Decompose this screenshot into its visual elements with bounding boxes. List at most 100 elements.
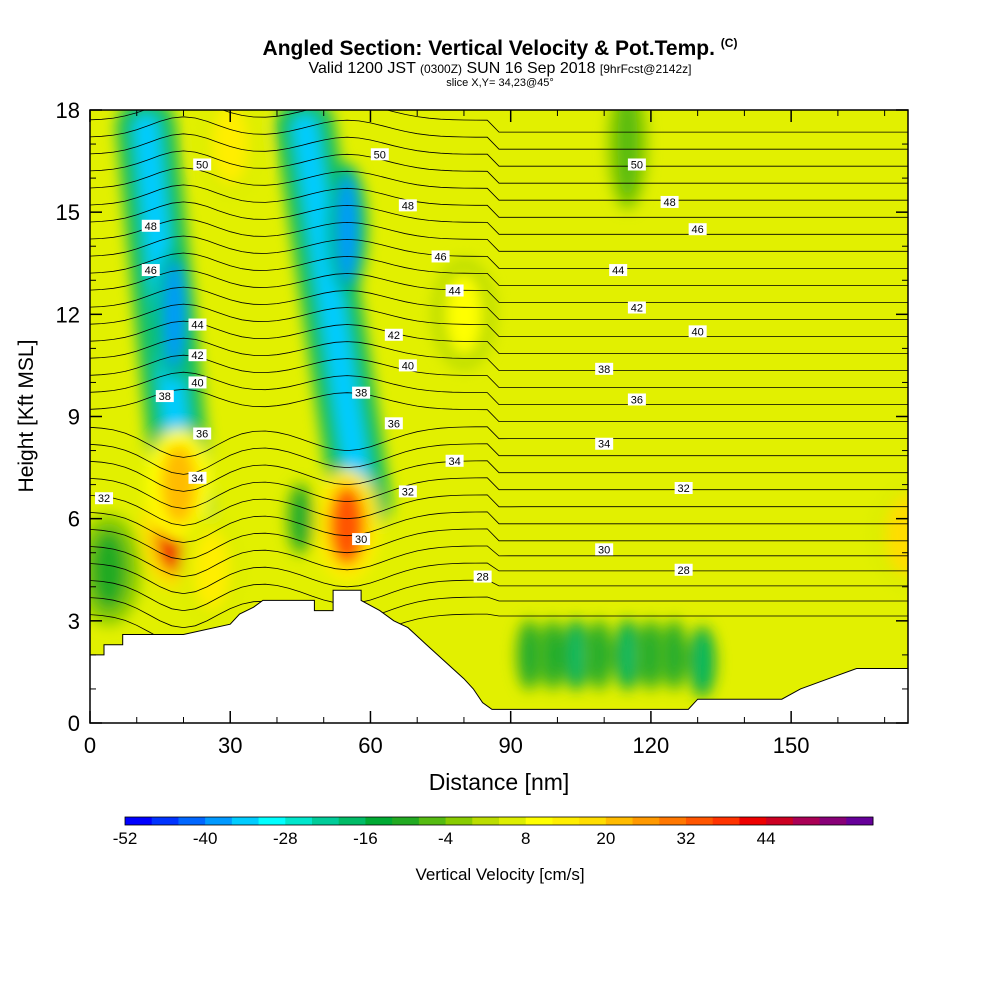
x-tick-label: 30: [218, 733, 242, 758]
updraft-core: [193, 529, 230, 610]
theta-label-text: 42: [191, 350, 203, 362]
isentrope-line: [90, 252, 908, 286]
theta-label-bg: [188, 471, 207, 484]
downdraft-core: [337, 174, 358, 285]
isentrope-line: [90, 511, 908, 543]
theta-label: 44: [188, 318, 207, 332]
theta-label-bg: [627, 301, 646, 314]
y-tick-label: 18: [56, 98, 80, 123]
theta-label-text: 48: [402, 200, 414, 212]
theta-label-bg: [473, 570, 492, 583]
colorbar-swatch: [151, 817, 179, 825]
theta-label-bg: [370, 148, 389, 161]
theta-label: 44: [445, 284, 464, 297]
theta-label-text: 50: [374, 149, 386, 161]
colorbar-tick-label: -16: [353, 829, 378, 848]
chart-title: Angled Section: Vertical Velocity & Pot.…: [0, 36, 1000, 61]
theta-label-text: 40: [191, 377, 203, 389]
theta-label-text: 30: [598, 544, 610, 556]
colorbar-swatch: [392, 817, 420, 825]
colorbar-swatch: [659, 817, 687, 825]
x-tick-label: 120: [633, 733, 670, 758]
isentrope-line: [90, 218, 908, 252]
downdraft-core: [620, 624, 635, 685]
theta-label: 42: [384, 328, 403, 342]
theta-label: 36: [193, 427, 212, 441]
colorbar-swatch: [258, 817, 286, 825]
theta-label: 36: [627, 393, 646, 406]
theta-label-text: 42: [631, 303, 643, 315]
theta-label-bg: [445, 454, 464, 467]
colorbar-swatch: [792, 817, 821, 825]
theta-label-bg: [141, 264, 160, 277]
theta-label-text: 44: [448, 285, 460, 297]
colorbar-tick-label: 44: [757, 829, 776, 848]
isentrope-line: [90, 545, 908, 578]
theta-label-bg: [674, 482, 693, 495]
theta-label-bg: [188, 318, 207, 331]
colorbar-tick-label: -4: [438, 829, 453, 848]
theta-label-text: 34: [191, 473, 203, 485]
theta-label-bg: [609, 264, 628, 277]
colorbar-swatch: [338, 817, 366, 825]
theta-label: 28: [473, 570, 492, 584]
theta-label-text: 44: [191, 320, 203, 332]
colorbar-swatch: [285, 817, 313, 825]
y-axis-label: Height [Kft MSL]: [15, 340, 38, 493]
theta-label-text: 36: [388, 418, 400, 430]
theta-label: 34: [445, 454, 464, 468]
colorbar-swatch: [739, 817, 767, 825]
colorbar-swatch: [846, 817, 874, 825]
theta-label: 36: [384, 417, 403, 430]
theta-label: 38: [352, 386, 371, 400]
colorbar-tick-label: 32: [677, 829, 696, 848]
colorbar-swatch: [525, 817, 553, 825]
y-tick-label: 3: [68, 609, 80, 634]
downdraft-core: [569, 624, 584, 685]
theta-label: 44: [609, 264, 628, 277]
isentrope-line: [90, 562, 908, 595]
theta-label: 48: [141, 219, 160, 233]
isentrope-line: [90, 494, 908, 526]
x-tick-label: 90: [498, 733, 522, 758]
colorbar-swatch: [178, 817, 206, 825]
colorbar-swatch: [579, 817, 607, 825]
downdraft-core: [695, 631, 710, 692]
theta-label-bg: [627, 393, 646, 406]
colorbar-swatch: [686, 817, 714, 825]
isentrope-line: [90, 167, 908, 201]
isentrope-line: [90, 201, 908, 235]
theta-label-text: 28: [678, 565, 690, 577]
theta-label-text: 32: [678, 483, 690, 495]
theta-label-text: 38: [598, 364, 610, 376]
colorbar-swatch: [312, 817, 340, 825]
downdraft-core: [164, 259, 185, 370]
colorbar-swatch: [499, 817, 527, 825]
theta-label-text: 44: [612, 265, 624, 277]
theta-label: 40: [398, 359, 417, 372]
theta-label-text: 32: [98, 493, 110, 505]
slice-info: slice X,Y= 34,23@45°: [446, 77, 554, 89]
theta-label-text: 38: [355, 388, 367, 400]
isentrope-line: [90, 388, 908, 422]
theta-label-bg: [141, 219, 160, 232]
theta-label-text: 46: [434, 251, 446, 263]
forecast-info: [9hrFcst@2142z]: [599, 62, 692, 76]
isentrope-line: [90, 528, 908, 560]
theta-label-bg: [595, 437, 614, 450]
updraft-core: [329, 485, 366, 566]
colorbar-swatch: [231, 817, 260, 825]
theta-label-bg: [384, 328, 403, 341]
theta-label: 38: [155, 390, 174, 403]
theta-label-text: 40: [402, 360, 414, 372]
theta-label-bg: [688, 223, 707, 236]
theta-label-bg: [688, 325, 707, 338]
isentrope-line: [90, 150, 908, 184]
downdraft-core: [667, 624, 682, 685]
y-tick-label: 6: [68, 507, 80, 532]
theta-label: 40: [688, 325, 707, 338]
theta-label-text: 38: [159, 391, 171, 403]
colorbar-tick-label: 8: [521, 829, 530, 848]
y-tick-label: 15: [56, 200, 80, 225]
